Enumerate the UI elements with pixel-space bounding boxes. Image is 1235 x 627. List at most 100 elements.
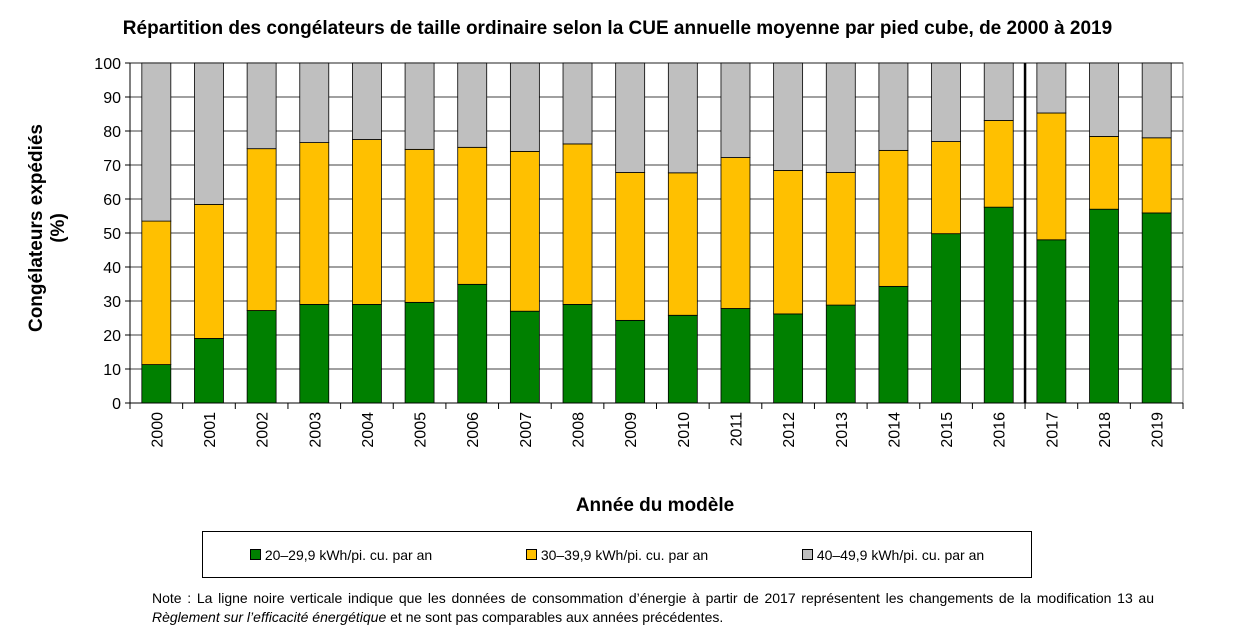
bar-2005-series-1 <box>404 301 435 404</box>
chart-title: Répartition des congélateurs de taille o… <box>122 18 1113 39</box>
bar-2009-series-1 <box>615 319 646 404</box>
x-tick-label-2003: 2003 <box>307 412 324 448</box>
bar-2003-series-3 <box>299 62 330 143</box>
x-tick-label-2015: 2015 <box>939 412 956 448</box>
bar-2004-series-2 <box>352 139 382 305</box>
legend-label-40-49: 40–49,9 kWh/pi. cu. par an <box>816 546 985 563</box>
bar-2009-series-2 <box>615 172 646 321</box>
x-tick-label-2010: 2010 <box>676 412 693 448</box>
x-tick-label-2019: 2019 <box>1150 412 1167 448</box>
bar-2011-series-1 <box>720 308 751 404</box>
bar-2014-series-1 <box>878 285 909 404</box>
bar-2009-series-3 <box>615 62 646 173</box>
bar-2011-series-3 <box>720 62 751 158</box>
bar-2019-series-1 <box>1141 212 1172 404</box>
bar-2003-series-1 <box>299 303 330 404</box>
y-tick-label-70: 70 <box>103 158 121 175</box>
bar-2015-series-1 <box>931 233 961 404</box>
bar-2003-series-2 <box>299 142 330 305</box>
bar-2019-series-3 <box>1141 62 1172 139</box>
bar-2006-series-2 <box>457 146 488 285</box>
x-tick-label-2011: 2011 <box>728 412 745 447</box>
stacked-bar-chart: 0 10 20 30 40 50 60 70 80 90 100 2000 2001 2002 2003 20… <box>94 56 1184 448</box>
bar-2006-series-1 <box>457 283 488 404</box>
legend-item-20-29: 20–29,9 kWh/pi. cu. par an <box>249 547 432 563</box>
bar-2010-series-1 <box>667 314 698 404</box>
x-tick-label-2002: 2002 <box>255 412 272 448</box>
bar-2015-series-3 <box>931 62 961 142</box>
bar-2005-series-3 <box>404 62 435 150</box>
bar-2011-series-2 <box>720 157 751 309</box>
x-tick-label-2009: 2009 <box>623 412 640 448</box>
y-tick-label-40: 40 <box>103 260 121 277</box>
y-tick-label-50: 50 <box>103 226 121 243</box>
bar-2013-series-3 <box>825 62 856 173</box>
y-tick-label-90: 90 <box>103 90 121 107</box>
bar-2019-series-2 <box>1141 137 1172 214</box>
bar-2010-series-2 <box>667 172 698 316</box>
x-tick-label-2001: 2001 <box>202 412 219 448</box>
bar-2018-series-2 <box>1089 136 1119 210</box>
bar-2002-series-3 <box>246 62 277 150</box>
bar-2002-series-2 <box>246 148 277 311</box>
x-tick-label-2018: 2018 <box>1097 412 1114 448</box>
x-tick-label-2006: 2006 <box>465 412 482 448</box>
x-tick-label-2016: 2016 <box>992 412 1009 448</box>
legend-item-30-39: 30–39,9 kWh/pi. cu. par an <box>525 546 709 563</box>
y-tick-label-10: 10 <box>103 362 121 379</box>
bar-2018-series-3 <box>1089 62 1119 137</box>
bar-2000-series-2 <box>141 220 172 365</box>
bar-2012-series-3 <box>773 62 804 171</box>
bar-2001-series-2 <box>194 204 224 339</box>
y-tick-label-0: 0 <box>112 396 121 413</box>
x-tick-label-2012: 2012 <box>781 412 798 448</box>
bar-2004-series-1 <box>352 303 382 404</box>
bar-2010-series-3 <box>667 62 698 174</box>
legend-swatch-yellow <box>525 549 537 560</box>
footnote-suffix: et ne sont pas comparables aux années pr… <box>386 609 724 625</box>
bar-2005-series-2 <box>404 148 435 303</box>
bar-2000-series-1 <box>141 364 172 404</box>
bar-2004-series-3 <box>352 62 382 140</box>
legend-label-30-39: 30–39,9 kWh/pi. cu. par an <box>540 546 709 563</box>
axes: 0 10 20 30 40 50 60 70 80 90 100 2000 2001 2002 2003 20… <box>94 56 1184 448</box>
bar-2007-series-2 <box>509 150 540 312</box>
y-tick-label-60: 60 <box>103 192 121 209</box>
y-tick-label-20: 20 <box>103 328 121 345</box>
footnote-prefix: Note : La ligne noire verticale indique … <box>152 590 1154 606</box>
bar-2017-series-1 <box>1036 239 1067 404</box>
bar-2001-series-1 <box>194 337 224 404</box>
bar-2014-series-2 <box>878 149 909 287</box>
bar-2016-series-3 <box>983 62 1014 121</box>
y-tick-label-100: 100 <box>94 56 121 73</box>
bar-2016-series-1 <box>983 206 1014 404</box>
legend-swatch-gray <box>801 549 813 560</box>
legend-item-40-49: 40–49,9 kWh/pi. cu. par an <box>801 546 985 563</box>
bar-2017-series-3 <box>1036 62 1067 114</box>
bar-2014-series-3 <box>878 62 909 151</box>
y-axis-label: Congélateurs expédiés (%) <box>26 124 70 332</box>
bar-2000-series-3 <box>141 62 172 222</box>
legend-swatch-green <box>249 549 261 560</box>
footnote-regulation-title: Règlement sur l’efficacité énergétique <box>152 609 387 625</box>
bar-2013-series-2 <box>825 172 856 306</box>
bar-2015-series-2 <box>931 141 961 235</box>
legend: 20–29,9 kWh/pi. cu. par an 30–39,9 kWh/p… <box>202 531 1032 578</box>
bar-2002-series-1 <box>246 310 277 404</box>
bars <box>141 62 1172 404</box>
bar-2016-series-2 <box>983 120 1014 208</box>
footnote: Note : La ligne noire verticale indique … <box>152 589 1154 627</box>
y-tick-label-80: 80 <box>103 124 121 141</box>
bar-2017-series-2 <box>1036 112 1067 241</box>
x-tick-label-2013: 2013 <box>834 412 851 448</box>
x-tick-label-2008: 2008 <box>571 412 588 448</box>
y-axis-label-line-1: Congélateurs expédiés <box>26 123 47 333</box>
x-tick-label-2005: 2005 <box>413 412 430 448</box>
bar-2018-series-1 <box>1089 208 1119 404</box>
x-axis-label: Année du modèle <box>575 495 735 516</box>
x-tick-label-2007: 2007 <box>518 412 535 448</box>
x-tick-label-2000: 2000 <box>149 412 166 448</box>
x-tick-label-2004: 2004 <box>360 412 377 448</box>
bar-2001-series-3 <box>194 62 224 205</box>
bar-2008-series-1 <box>562 303 593 404</box>
